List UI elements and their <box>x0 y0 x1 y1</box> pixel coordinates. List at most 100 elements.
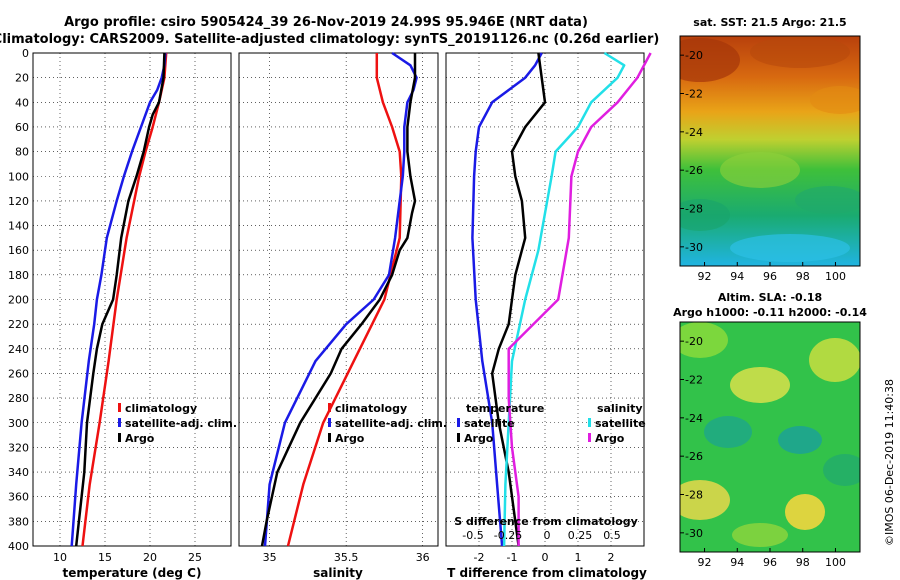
map-xtick-label: 96 <box>763 556 777 569</box>
map-ytick-label: -22 <box>685 88 703 101</box>
map-ytick-label: -24 <box>685 412 703 425</box>
x-tick-label: 2 <box>608 551 615 564</box>
map-ytick-label: -20 <box>685 49 703 62</box>
map-xtick-label: 94 <box>730 270 744 283</box>
difference-legend: temperature satellite Argo salinity sate… <box>457 402 646 445</box>
temperature-xticks: 10 15 20 25 <box>53 551 202 564</box>
x2-tick-label: 0 <box>544 529 551 542</box>
map-xtick-label: 100 <box>825 270 846 283</box>
salinity-lines <box>260 51 418 547</box>
legend-marker-salinity-satellite <box>588 418 591 427</box>
series-line-argo <box>74 52 166 547</box>
figure-title-line2: Climatology: CARS2009. Satellite-adjuste… <box>0 32 659 47</box>
x-tick-label: 35.5 <box>334 551 359 564</box>
x-tick-label: 0 <box>542 551 549 564</box>
temperature-lines <box>70 52 168 547</box>
sla-map-texture <box>680 322 860 547</box>
difference-grid <box>446 52 644 547</box>
map-xtick-label: 98 <box>796 556 810 569</box>
sla-map-xticks: 92 94 96 98 100 <box>698 548 846 569</box>
map-xtick-label: 94 <box>730 556 744 569</box>
y-tick-label: 340 <box>8 466 29 479</box>
x-tick-label: 10 <box>53 551 67 564</box>
y-tick-label: 360 <box>8 491 29 504</box>
salinity-panel: 35 35.5 36 salinity climatology satellite-… <box>238 51 447 580</box>
map-xtick-label: 92 <box>698 270 712 283</box>
map-xtick-label: 92 <box>698 556 712 569</box>
y-tick-label: 380 <box>8 515 29 528</box>
x-tick-label: 35 <box>263 551 277 564</box>
legend-label-satellite: satellite-adj. clim. <box>335 417 447 430</box>
temperature-panel: 0 20 40 60 80 100 120 140 160 180 200 220 240 260 280 3… <box>8 47 237 580</box>
difference-x2label: S difference from climatology <box>454 515 638 528</box>
legend-label-climatology: climatology <box>125 402 197 415</box>
legend-marker-salinity-argo <box>588 433 591 442</box>
x2-tick-label: 0.5 <box>603 529 621 542</box>
legend-marker-temperature-argo <box>457 433 460 442</box>
y-tick-label: 320 <box>8 441 29 454</box>
y-tick-label: 20 <box>15 72 29 85</box>
legend-marker-temperature-satellite <box>457 418 460 427</box>
sla-map-title: Altim. SLA: -0.18 <box>718 291 822 304</box>
y-tick-label: 280 <box>8 392 29 405</box>
salinity-legend: climatology satellite-adj. clim. Argo <box>328 402 447 445</box>
difference-xlabel: T difference from climatology <box>447 566 647 580</box>
legend-title-salinity: salinity <box>597 402 643 415</box>
sla-map-yticks: -20 -22 -24 -26 -28 -30 <box>680 335 703 540</box>
y-tick-label: 0 <box>22 47 29 60</box>
temperature-grid <box>33 52 231 547</box>
legend-marker-climatology <box>328 403 331 412</box>
legend-title-temperature: temperature <box>466 402 544 415</box>
credit-text: ©IMOS 06-Dec-2019 11:40:38 <box>883 379 896 546</box>
temperature-legend: climatology satellite-adj. clim. Argo <box>118 402 237 445</box>
map-ytick-label: -20 <box>685 335 703 348</box>
y-tick-label: 100 <box>8 170 29 183</box>
series-line-argo <box>260 53 417 547</box>
map-ytick-label: -30 <box>685 241 703 254</box>
x-tick-label: 25 <box>188 551 202 564</box>
y-tick-label: 240 <box>8 343 29 356</box>
sst-map-title: sat. SST: 21.5 Argo: 21.5 <box>693 16 846 29</box>
y-tick-label: 180 <box>8 269 29 282</box>
y-tick-label: 200 <box>8 294 29 307</box>
x-tick-label: -1 <box>507 551 518 564</box>
x2-tick-label: 0.25 <box>568 529 593 542</box>
y-tick-label: 120 <box>8 195 29 208</box>
y-tick-label: 260 <box>8 367 29 380</box>
x-tick-label: 1 <box>575 551 582 564</box>
series-line-temperature-satellite <box>471 52 543 547</box>
sst-map-yticks: -20 -22 -24 -26 -28 -30 <box>680 49 703 254</box>
series-line-satellite-adj-clim- <box>70 52 167 547</box>
map-xtick-label: 98 <box>796 270 810 283</box>
difference-x2ticks: -0.5 -0.25 0 0.25 0.5 <box>462 529 620 542</box>
series-line-climatology <box>286 53 403 547</box>
map-ytick-label: -24 <box>685 126 703 139</box>
x-tick-label: 36 <box>416 551 430 564</box>
map-ytick-label: -28 <box>685 489 703 502</box>
sst-map-texture <box>680 36 860 262</box>
y-tick-label: 160 <box>8 244 29 257</box>
x2-tick-label: -0.5 <box>462 529 483 542</box>
y-tick-label: 300 <box>8 417 29 430</box>
map-ytick-label: -22 <box>685 374 703 387</box>
temperature-yticks: 0 20 40 60 80 100 120 140 160 180 200 220 240 260 280 3… <box>8 47 29 553</box>
sla-map-panel: Altim. SLA: -0.18 Argo h1000: -0.11 h200… <box>673 291 867 569</box>
map-xtick-label: 96 <box>763 270 777 283</box>
y-tick-label: 40 <box>15 96 29 109</box>
map-ytick-label: -30 <box>685 527 703 540</box>
y-tick-label: 80 <box>15 146 29 159</box>
map-xtick-label: 100 <box>825 556 846 569</box>
figure-title-line1: Argo profile: csiro 5905424_39 26-Nov-20… <box>64 15 588 30</box>
legend-marker-satellite <box>118 418 121 427</box>
sst-map-panel: sat. SST: 21.5 Argo: 21.5 -20-22-24-26-2… <box>679 16 861 283</box>
x2-tick-label: -0.25 <box>494 529 522 542</box>
legend-label-satellite: satellite-adj. clim. <box>125 417 237 430</box>
y-tick-label: 140 <box>8 220 29 233</box>
legend-label-argo: Argo <box>335 432 365 445</box>
legend-label-climatology: climatology <box>335 402 407 415</box>
x-tick-label: -2 <box>474 551 485 564</box>
legend-label-salinity-satellite: satellite <box>595 417 646 430</box>
y-tick-label: 400 <box>8 540 29 553</box>
salinity-xticks: 35 35.5 36 <box>263 551 430 564</box>
